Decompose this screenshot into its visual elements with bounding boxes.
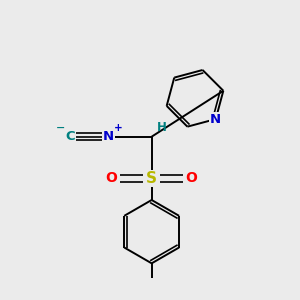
Text: C: C bbox=[65, 130, 75, 143]
Text: O: O bbox=[186, 171, 198, 185]
Text: −: − bbox=[56, 123, 66, 133]
Text: O: O bbox=[106, 171, 118, 185]
Text: N: N bbox=[103, 130, 114, 143]
Text: +: + bbox=[114, 123, 123, 133]
Text: S: S bbox=[146, 171, 157, 186]
Text: H: H bbox=[157, 121, 166, 134]
Text: N: N bbox=[210, 112, 221, 126]
